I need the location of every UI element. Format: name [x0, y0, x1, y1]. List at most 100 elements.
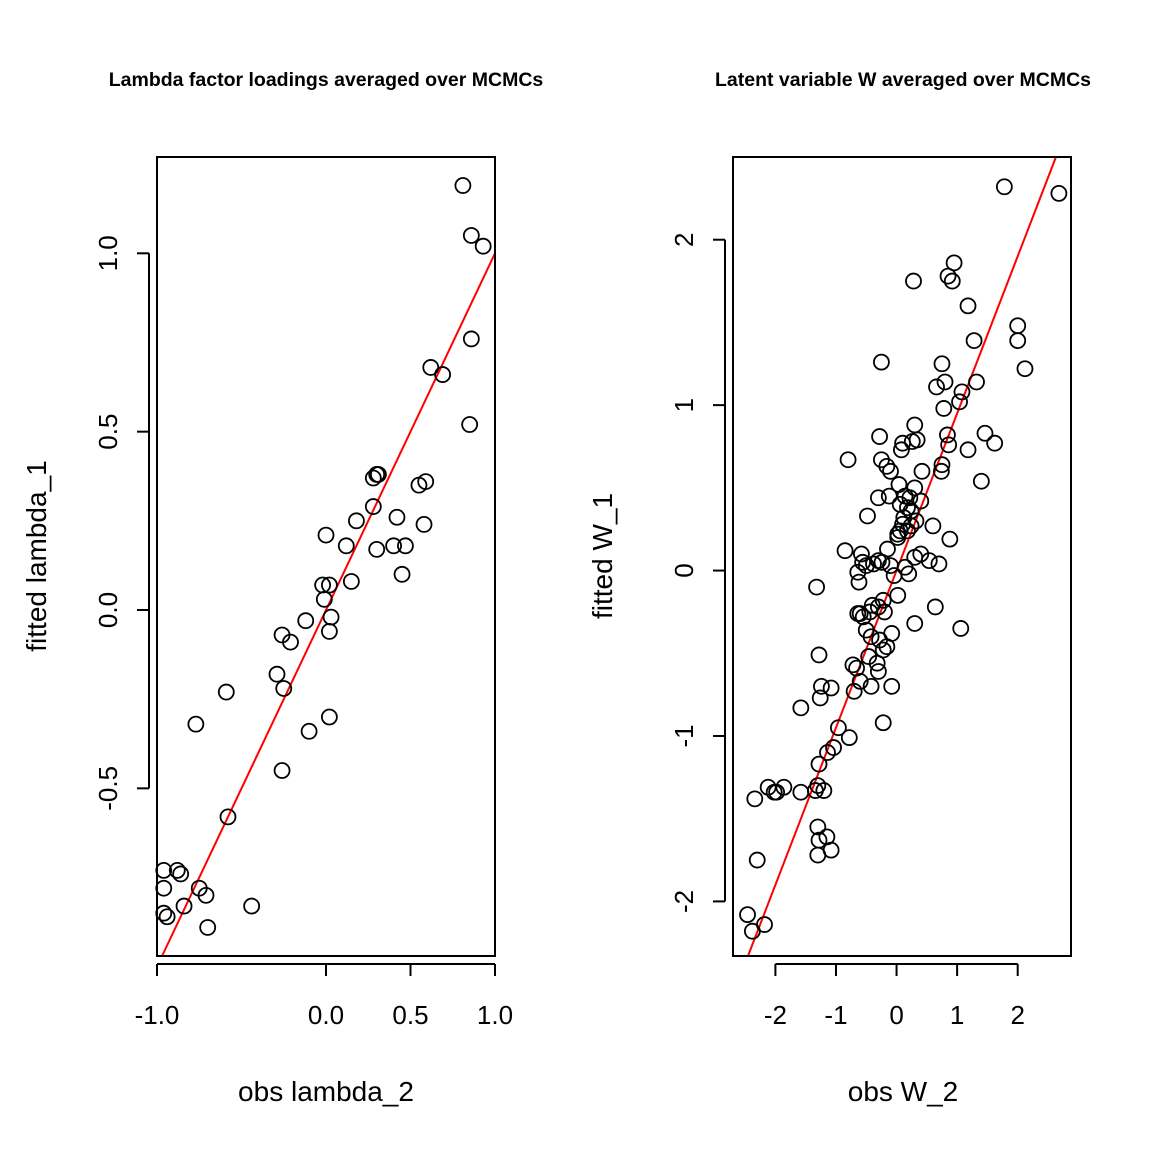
panel-w-data-point	[986, 434, 1004, 452]
panel-w-y-tick-label: -1	[669, 724, 699, 747]
panel-lambda-data-point	[199, 919, 217, 936]
panel-lambda-y-tick-label: 0.5	[93, 414, 123, 450]
panel-w-data-point	[849, 563, 867, 581]
panel-lambda-data-point	[168, 861, 186, 879]
panel-w-data-point	[874, 714, 892, 732]
panel-w-data-point	[965, 332, 983, 350]
panel-w-data-point	[920, 552, 938, 570]
panel-w-data-point	[882, 462, 899, 480]
panel-w-data-point	[959, 441, 977, 459]
panel-lambda-data-point	[268, 665, 286, 683]
panel-w-data-point	[924, 517, 942, 535]
panel-w-y-tick-label: 1	[669, 398, 699, 412]
panel-w-data-point	[765, 783, 783, 801]
panel-w-data-point	[902, 517, 920, 535]
panel-w-data-point	[869, 663, 887, 680]
panel-w-data-point	[892, 441, 910, 459]
panel-lambda-data-point	[175, 897, 193, 915]
panel-w-data-point	[930, 555, 948, 573]
panel-w-data-point	[809, 846, 827, 864]
panel-lambda-data-point	[243, 897, 261, 915]
panel-w-data-point	[1050, 184, 1068, 202]
panel-lambda-data-point	[388, 508, 406, 526]
panel-lambda-data-point	[474, 237, 492, 255]
panel-lambda-data-point	[297, 612, 315, 630]
panel-w-y-tick-label: 0	[669, 563, 699, 577]
panel-w-data-point	[906, 479, 924, 497]
panel-w-data-point	[1016, 360, 1034, 378]
panel-lambda-x-axis-label: obs lambda_2	[238, 1076, 414, 1107]
panel-w-data-point	[873, 553, 891, 571]
panel-w-data-point	[907, 512, 925, 530]
panel-w-data-point	[839, 451, 857, 469]
panel-w-data-point	[775, 778, 793, 796]
panel-w-data-point	[941, 530, 959, 548]
panel-lambda-data-point	[219, 808, 237, 826]
panel-lambda-x-tick-label: 1.0	[477, 1000, 513, 1030]
panel-w-points	[739, 178, 1068, 940]
panel-w-data-point	[808, 578, 825, 596]
panel-w-data-point	[976, 424, 994, 442]
panel-w-data-point	[850, 573, 868, 591]
panel-w-data-point	[874, 641, 892, 659]
panel-lambda-data-point	[385, 537, 403, 555]
panel-lambda-x-tick-label: 0.5	[392, 1000, 428, 1030]
panel-w-data-point	[853, 545, 870, 563]
panel-w-data-point	[822, 679, 840, 697]
panel-lambda-data-point	[320, 623, 338, 640]
panel-w-data-point	[908, 431, 926, 449]
panel-lambda-data-point	[217, 683, 235, 701]
panel-lambda-data-point	[364, 469, 382, 487]
panel-w-data-point	[899, 499, 916, 517]
panel-lambda-data-point	[417, 473, 435, 490]
panel-w-data-point	[819, 744, 836, 761]
panel-w-data-point	[865, 555, 882, 573]
panel-w-data-point	[932, 462, 950, 480]
panel-w-data-point	[933, 456, 951, 474]
panel-lambda-data-point	[275, 680, 293, 697]
panel-w-data-point	[809, 818, 827, 836]
panel-w-data-point	[906, 615, 924, 632]
panel-w-data-point	[936, 373, 954, 391]
panel-w-data-point	[878, 638, 896, 656]
panel-lambda-data-point	[282, 633, 299, 651]
panel-w-data-point	[959, 297, 977, 315]
panel-lambda-data-point	[337, 537, 355, 555]
panel-w-data-point	[811, 689, 829, 707]
panel-lambda-data-point	[393, 565, 411, 583]
panel-w-data-point	[815, 782, 833, 799]
panel-w-y-tick-label: 2	[669, 232, 699, 246]
panel-w-data-point	[851, 672, 869, 690]
panel-lambda-data-point	[369, 466, 387, 483]
panel-w-data-point	[748, 851, 766, 869]
panel-w-data-point	[913, 462, 931, 480]
panel-w-data-point	[945, 254, 963, 272]
panel-w-x-tick-label: 1	[950, 1000, 964, 1030]
panel-w-data-point	[792, 699, 810, 717]
panel-w-data-point	[972, 472, 990, 490]
panel-w-data-point	[862, 628, 880, 646]
panel-lambda-y-tick-label: 1.0	[93, 235, 123, 271]
panel-w-data-point	[825, 739, 842, 756]
panel-w-y-tick-label: -2	[669, 890, 699, 913]
panel-w-data-point	[1009, 332, 1027, 350]
panel-lambda-data-point	[348, 512, 365, 530]
panel-lambda-data-point	[462, 227, 480, 244]
panel-lambda-data-point	[158, 908, 176, 926]
panel-w-data-point	[940, 436, 958, 454]
panel-w-data-point	[844, 656, 862, 674]
panel-w-data-point	[995, 178, 1013, 196]
panel-w-data-point	[889, 529, 907, 546]
panel-w: Latent variable W averaged over MCMCs ob…	[587, 69, 1091, 1107]
panel-w-data-point	[859, 507, 876, 525]
panel-w-data-point	[935, 400, 953, 417]
panel-lambda: Lambda factor loadings averaged over MCM…	[21, 69, 543, 1107]
panel-lambda-axes: -1.0 0.0 0.5 1.0 -0.5 0.0 0.5 1.0	[93, 235, 513, 1030]
panel-w-data-point	[878, 457, 896, 475]
panel-w-data-point	[871, 428, 888, 445]
panel-lambda-title: Lambda factor loadings averaged over MCM…	[109, 69, 544, 91]
panel-lambda-x-tick-label: 0.0	[308, 1000, 344, 1030]
panel-lambda-plot-frame	[156, 156, 496, 957]
panel-lambda-data-point	[397, 537, 414, 555]
panel-w-data-point	[933, 355, 951, 373]
